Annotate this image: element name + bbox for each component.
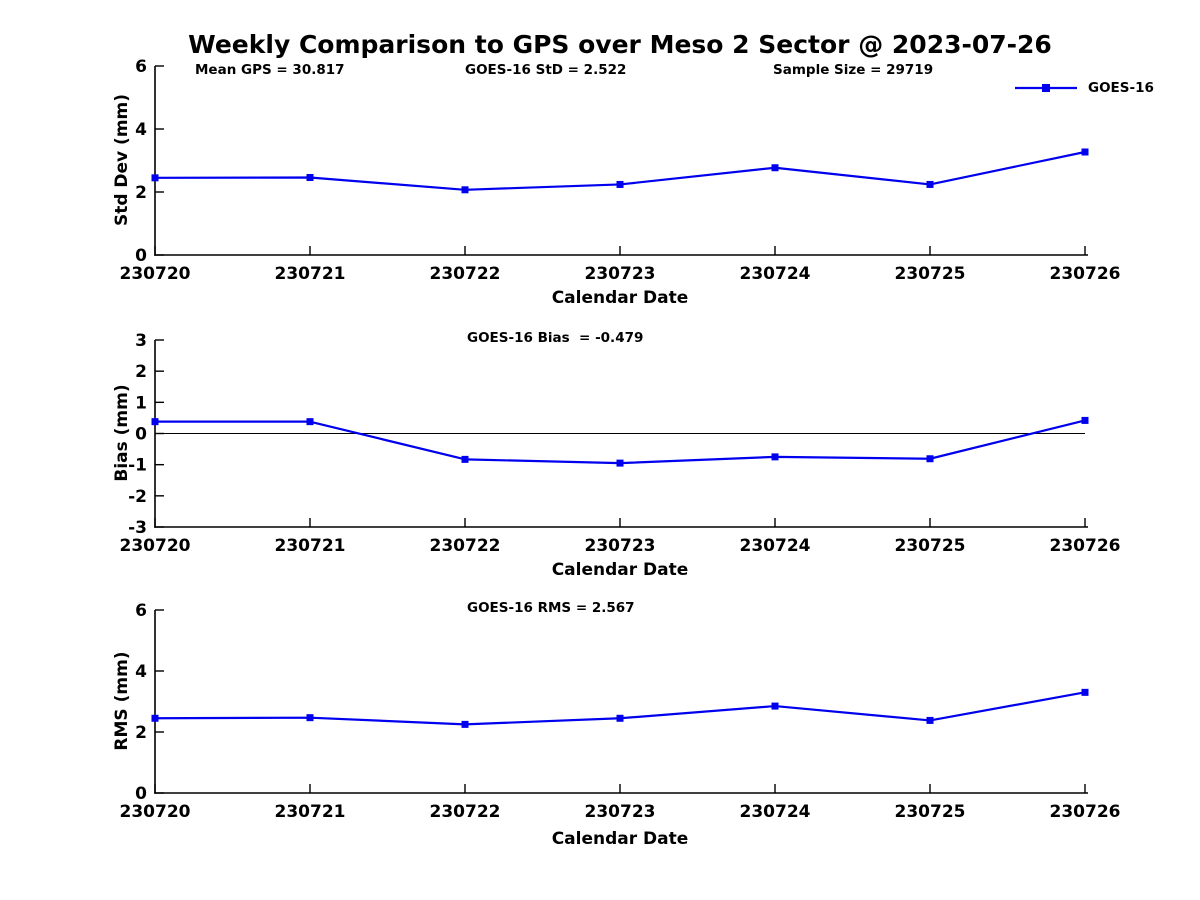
bias-x-tick-label: 230723	[585, 536, 656, 556]
rms-y-tick-label: 6	[135, 601, 147, 621]
annotation-mean-gps: Mean GPS = 30.817	[195, 62, 345, 78]
bias-data-point-marker	[1081, 416, 1089, 424]
std-dev-data-point-marker	[771, 164, 779, 172]
bias-data-point-marker	[461, 455, 469, 463]
annotation-goes16-std: GOES-16 StD = 2.522	[465, 62, 627, 78]
std-dev-data-point-marker	[461, 186, 469, 194]
bias-x-tick-label: 230725	[895, 536, 966, 556]
annotation-sample-size: Sample Size = 29719	[773, 62, 934, 78]
bias-data-point-marker	[306, 418, 314, 426]
rms-data-point-marker	[1081, 688, 1089, 696]
bias-y-tick-label: 3	[135, 331, 147, 351]
std-dev-data-point-marker	[926, 180, 934, 188]
annotation-goes16-bias: GOES-16 Bias = -0.479	[467, 330, 644, 346]
rms-x-tick-label: 230721	[275, 802, 346, 822]
std-dev-x-tick-label: 230723	[585, 264, 656, 284]
xlabel-calendar-date-1: Calendar Date	[551, 288, 689, 308]
bias-x-tick-label: 230726	[1050, 536, 1121, 556]
std-dev-data-point-marker	[1081, 148, 1089, 156]
bias-y-tick-label: 0	[135, 425, 147, 445]
annotation-goes16-rms: GOES-16 RMS = 2.567	[467, 600, 635, 616]
bias-x-tick-label: 230720	[120, 536, 191, 556]
rms-data-point-marker	[151, 714, 159, 722]
bias-y-tick-label: 1	[135, 393, 147, 413]
std-dev-data-point-marker	[306, 174, 314, 182]
bias-x-tick-label: 230724	[740, 536, 811, 556]
legend-line-marker-icon	[1015, 84, 1077, 92]
bias-y-tick-label: -3	[128, 518, 147, 538]
std-dev-y-tick-label: 4	[135, 120, 147, 140]
bias-y-tick-label: -1	[128, 456, 147, 476]
std-dev-data-point-marker	[151, 174, 159, 182]
rms-data-point-marker	[461, 720, 469, 728]
std-dev-x-tick-label: 230721	[275, 264, 346, 284]
bias-data-point-marker	[616, 459, 624, 467]
xlabel-calendar-date-2: Calendar Date	[551, 560, 689, 580]
bias-data-point-marker	[771, 453, 779, 461]
rms-y-tick-label: 2	[135, 723, 147, 743]
rms-data-point-marker	[616, 714, 624, 722]
bias-x-tick-label: 230722	[430, 536, 501, 556]
bias-data-point-marker	[151, 418, 159, 426]
rms-x-tick-label: 230726	[1050, 802, 1121, 822]
bias-y-tick-label: -2	[128, 487, 147, 507]
rms-y-tick-label: 4	[135, 662, 147, 682]
std-dev-y-tick-label: 0	[135, 246, 147, 266]
legend: GOES-16	[1012, 80, 1154, 96]
rms-data-point-marker	[926, 716, 934, 724]
rms-x-tick-label: 230720	[120, 802, 191, 822]
bias-y-tick-label: 2	[135, 362, 147, 382]
figure-title: Weekly Comparison to GPS over Meso 2 Sec…	[188, 30, 1052, 59]
legend-label: GOES-16	[1088, 80, 1154, 96]
std-dev-x-tick-label: 230722	[430, 264, 501, 284]
rms-x-tick-label: 230725	[895, 802, 966, 822]
rms-x-tick-label: 230723	[585, 802, 656, 822]
rms-x-tick-label: 230722	[430, 802, 501, 822]
std-dev-y-tick-label: 2	[135, 183, 147, 203]
xlabel-calendar-date-3: Calendar Date	[551, 829, 689, 849]
std-dev-data-point-marker	[616, 180, 624, 188]
std-dev-y-tick-label: 6	[135, 57, 147, 77]
std-dev-x-tick-label: 230725	[895, 264, 966, 284]
bias-data-point-marker	[926, 455, 934, 463]
bias-series-line	[155, 419, 1086, 465]
std-dev-x-tick-label: 230726	[1050, 264, 1121, 284]
rms-y-tick-label: 0	[135, 784, 147, 804]
rms-data-point-marker	[771, 702, 779, 710]
rms-x-tick-label: 230724	[740, 802, 811, 822]
rms-data-point-marker	[306, 714, 314, 722]
bias-x-tick-label: 230721	[275, 536, 346, 556]
std-dev-x-tick-label: 230720	[120, 264, 191, 284]
std-dev-x-tick-label: 230724	[740, 264, 811, 284]
